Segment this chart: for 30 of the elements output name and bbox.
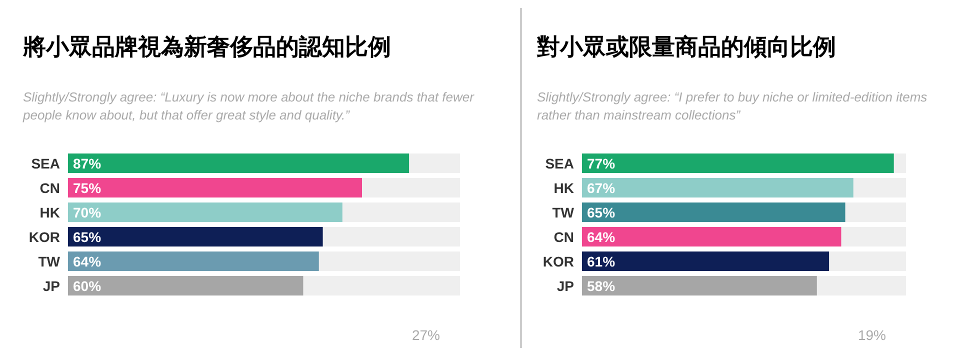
text: 27% bbox=[412, 327, 440, 343]
chart-subtitle: Slightly/Strongly agree: “Luxury is now more about the niche brands that fewer people know about, but that offer great style and quality.” bbox=[22, 90, 478, 122]
data-label: 87% bbox=[73, 155, 102, 172]
data-label: 65% bbox=[73, 228, 102, 245]
data-label: 58% bbox=[587, 278, 616, 294]
y-tick-label: SEA bbox=[545, 155, 574, 172]
data-label: 75% bbox=[73, 180, 102, 196]
data-label: 65% bbox=[587, 204, 616, 220]
data-label: 67% bbox=[587, 180, 616, 196]
y-tick-label: KOR bbox=[542, 253, 574, 270]
y-tick-label: SEA bbox=[31, 155, 60, 172]
y-tick-label: CN bbox=[40, 180, 60, 196]
data-label: 60% bbox=[73, 278, 102, 294]
chart-title: 將小眾品牌視為新奢侈品的認知比例 bbox=[22, 34, 391, 60]
data-label: 61% bbox=[587, 253, 616, 270]
data-label: 77% bbox=[587, 155, 616, 172]
data-label: 64% bbox=[587, 228, 616, 245]
y-tick-label: TW bbox=[38, 253, 61, 270]
chart-title: 對小眾或限量商品的傾向比例 bbox=[536, 34, 836, 60]
y-tick-label: HK bbox=[554, 180, 574, 196]
y-tick-label: JP bbox=[556, 278, 574, 294]
chart-subtitle: Slightly/Strongly agree: “I prefer to buy niche or limited-edition items rather than mainstream collections” bbox=[537, 90, 931, 122]
text: 19% bbox=[858, 327, 886, 343]
y-tick-label: CN bbox=[554, 228, 574, 245]
y-tick-label: HK bbox=[40, 204, 60, 220]
data-label: 70% bbox=[73, 204, 102, 220]
y-tick-label: JP bbox=[42, 278, 60, 294]
data-label: 64% bbox=[73, 253, 102, 270]
y-tick-label: TW bbox=[552, 204, 575, 220]
y-tick-label: KOR bbox=[28, 228, 60, 245]
